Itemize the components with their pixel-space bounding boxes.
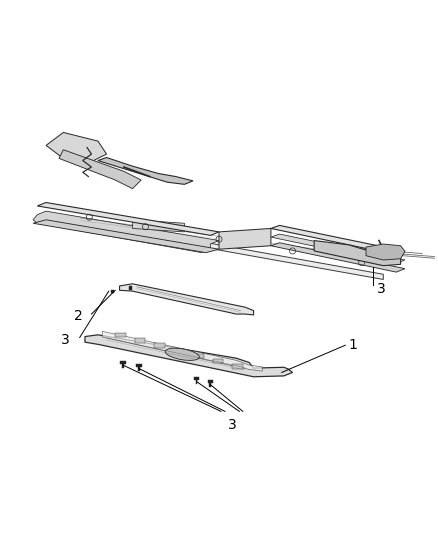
Polygon shape (271, 234, 405, 263)
Polygon shape (219, 229, 271, 249)
Polygon shape (98, 158, 193, 184)
Bar (194, 377, 199, 380)
Polygon shape (366, 244, 405, 260)
Bar (209, 383, 211, 387)
Text: 1: 1 (349, 338, 357, 352)
Polygon shape (271, 225, 405, 255)
Bar (208, 381, 213, 383)
Polygon shape (120, 284, 254, 315)
Polygon shape (37, 203, 219, 236)
Polygon shape (85, 335, 293, 377)
Polygon shape (64, 215, 383, 279)
Bar (196, 380, 198, 384)
Bar (193, 354, 204, 358)
Bar (154, 343, 165, 348)
Polygon shape (271, 243, 405, 272)
Polygon shape (33, 211, 219, 253)
Bar (138, 367, 140, 371)
Bar (122, 364, 124, 368)
Text: 3: 3 (61, 333, 70, 347)
Bar (134, 338, 145, 343)
Ellipse shape (165, 348, 199, 360)
Polygon shape (46, 132, 106, 163)
Bar (111, 289, 114, 293)
Text: 3: 3 (228, 418, 237, 432)
Polygon shape (59, 150, 141, 189)
Text: 2: 2 (74, 309, 83, 323)
Polygon shape (314, 240, 401, 265)
Bar (173, 349, 184, 353)
Text: 3: 3 (377, 282, 385, 296)
Bar (129, 286, 132, 290)
Bar (120, 361, 126, 364)
Polygon shape (33, 220, 219, 253)
Bar (137, 365, 141, 367)
Polygon shape (133, 220, 184, 232)
Bar (115, 333, 126, 337)
Bar (232, 364, 243, 368)
Polygon shape (102, 332, 262, 371)
Bar (212, 359, 223, 364)
